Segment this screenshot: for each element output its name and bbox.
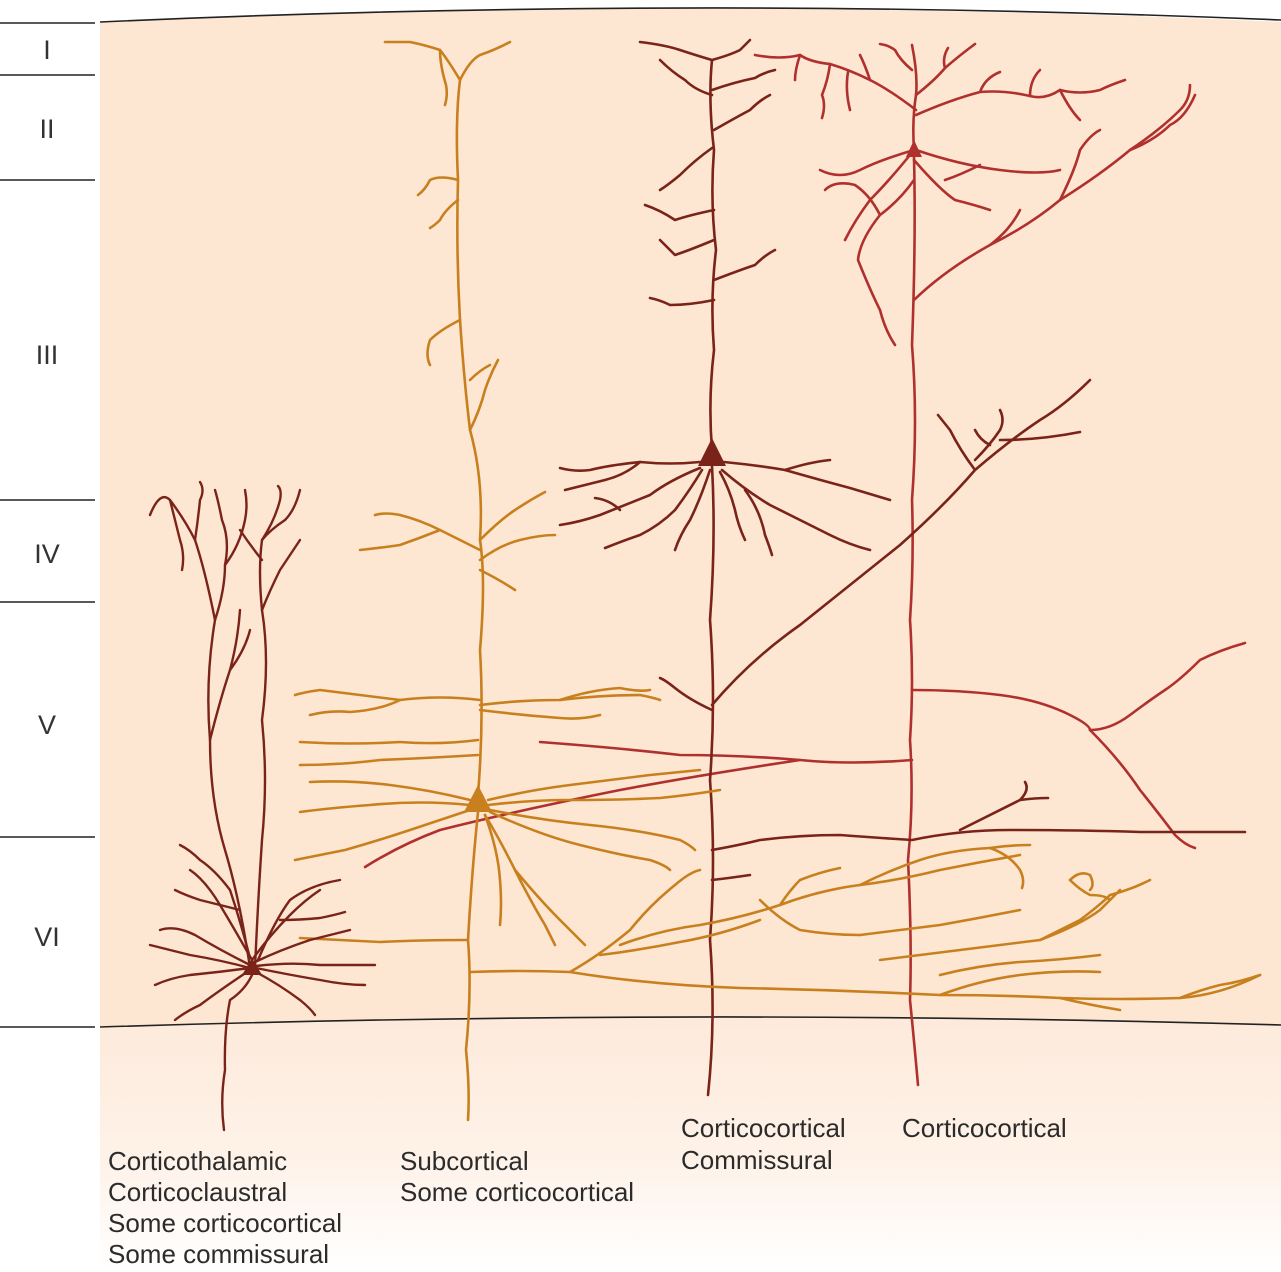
caption-line: Some corticocortical (108, 1208, 342, 1238)
subcortical-neuron (293, 40, 1262, 1122)
layer-label-v: V (38, 710, 56, 740)
layer-boundary-ticks (0, 22, 95, 1028)
caption-corticocortical-commissural: Corticocortical Commissural (681, 1113, 846, 1175)
corticocortical-neuron (363, 42, 1247, 1087)
layer-label-vi: VI (34, 922, 60, 952)
caption-corticothalamic: Corticothalamic Corticoclaustral Some co… (108, 1146, 342, 1269)
white-matter-region (100, 1016, 1281, 1272)
white-matter-boundary-line (99, 1016, 1281, 1028)
caption-line: Some commissural (108, 1239, 329, 1269)
caption-line: Corticoclaustral (108, 1177, 287, 1207)
layer-label-i: I (43, 35, 51, 65)
caption-line: Corticocortical (902, 1113, 1067, 1143)
caption-line: Some corticocortical (400, 1177, 634, 1207)
caption-subcortical: Subcortical Some corticocortical (400, 1146, 634, 1207)
caption-line: Subcortical (400, 1146, 529, 1176)
pial-surface-line (99, 7, 1281, 23)
caption-line: Commissural (681, 1145, 833, 1175)
layer-label-ii: II (39, 114, 54, 144)
layer-label-iii: III (36, 340, 59, 370)
caption-corticocortical: Corticocortical (902, 1113, 1067, 1143)
caption-line: Corticocortical (681, 1113, 846, 1143)
caption-line: Corticothalamic (108, 1146, 287, 1176)
corticothalamic-neuron (148, 480, 377, 1132)
layer-label-iv: IV (34, 539, 60, 569)
corticocortical-commissural-neuron (558, 38, 1247, 1097)
